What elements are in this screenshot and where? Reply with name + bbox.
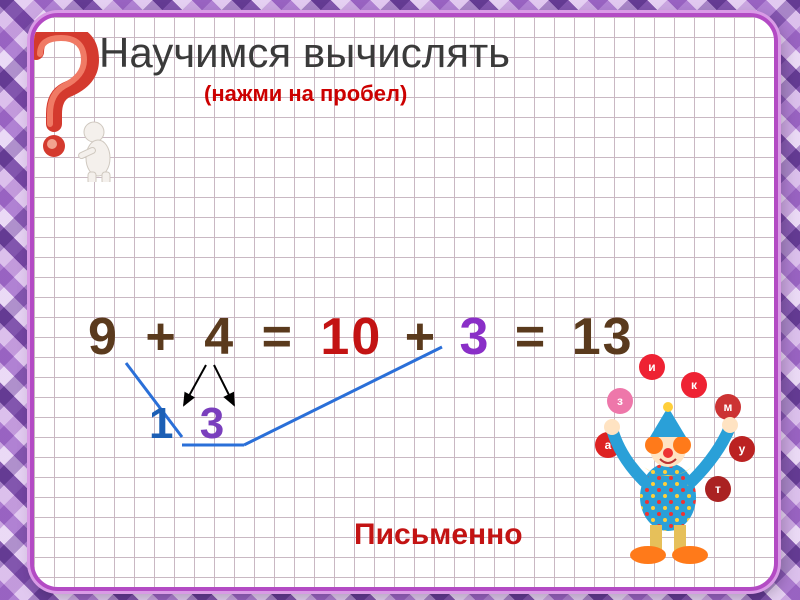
footer-label: Письменно [354,518,523,552]
equals-1: = [262,307,294,367]
content-card: Научимся вычислять (нажми на пробел) 9 +… [30,13,778,591]
plus-2: + [405,307,437,367]
plus-1: + [145,307,177,367]
press-space-hint: (нажми на пробел) [204,81,407,107]
slide-title: Научимся вычислять [99,29,510,77]
intermediate-3: 3 [460,307,491,367]
split-3: 3 [200,399,224,448]
split-1: 1 [149,399,173,448]
intermediate-10: 10 [320,307,382,367]
split-numbers: 1 3 [149,399,224,449]
operand-4: 4 [204,307,235,367]
equals-2: = [515,307,547,367]
result-13: 13 [572,307,634,367]
equation-line: 9 + 4 = 10 + 3 = 13 [88,307,634,367]
operand-9: 9 [88,307,119,367]
slide-stage: Научимся вычислять (нажми на пробел) 9 +… [0,0,800,600]
